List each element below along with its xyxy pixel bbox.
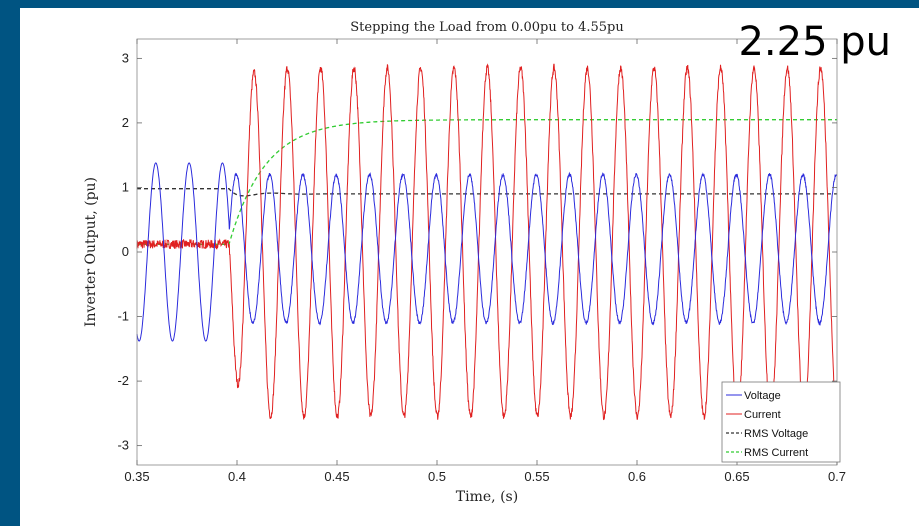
x-tick-label: 0.7 bbox=[828, 469, 846, 484]
x-tick-label: 0.45 bbox=[324, 469, 349, 484]
x-tick-label: 0.35 bbox=[124, 469, 149, 484]
y-tick-label: 2 bbox=[122, 115, 129, 130]
series-line-rms-voltage bbox=[137, 188, 837, 197]
y-tick-label: 3 bbox=[122, 50, 129, 65]
series-line-current bbox=[136, 63, 838, 421]
y-tick-label: 0 bbox=[122, 244, 129, 259]
x-tick-label: 0.4 bbox=[228, 469, 246, 484]
ticks-layer: 0.35 0.4 0.45 0.5 0.55 0.6 0.65 0.7 -3 -2 -1 0 1 2 3 bbox=[117, 39, 846, 484]
y-tick-label: -3 bbox=[117, 438, 129, 453]
series-line-rms-current bbox=[137, 119, 837, 245]
series-line-voltage bbox=[136, 162, 838, 342]
x-axis-title: Time, (s) bbox=[456, 489, 518, 505]
y-tick-label: -1 bbox=[117, 309, 129, 324]
legend-label: Voltage bbox=[744, 390, 781, 402]
x-tick-label: 0.55 bbox=[524, 469, 549, 484]
legend-label: RMS Current bbox=[744, 447, 808, 459]
legend: Voltage Current RMS Voltage RMS Current bbox=[721, 381, 841, 463]
x-tick-label: 0.6 bbox=[628, 469, 646, 484]
legend-label: Current bbox=[744, 409, 781, 421]
legend-label: RMS Voltage bbox=[744, 428, 808, 440]
x-tick-label: 0.5 bbox=[428, 469, 446, 484]
x-tick-label: 0.65 bbox=[724, 469, 749, 484]
series-layer bbox=[136, 63, 838, 421]
y-tick-label: 1 bbox=[122, 179, 129, 194]
y-tick-label: -2 bbox=[117, 373, 129, 388]
plot-panel: 0.35 0.4 0.45 0.5 0.55 0.6 0.65 0.7 -3 -2 -1 0 1 2 3 S… bbox=[20, 8, 919, 526]
line-chart: 0.35 0.4 0.45 0.5 0.55 0.6 0.65 0.7 -3 -2 -1 0 1 2 3 S… bbox=[83, 20, 846, 505]
corner-value-label: 2.25 pu bbox=[738, 19, 891, 65]
chart-title: Stepping the Load from 0.00pu to 4.55pu bbox=[350, 20, 623, 35]
y-axis-title: Inverter Output, (pu) bbox=[83, 177, 99, 327]
